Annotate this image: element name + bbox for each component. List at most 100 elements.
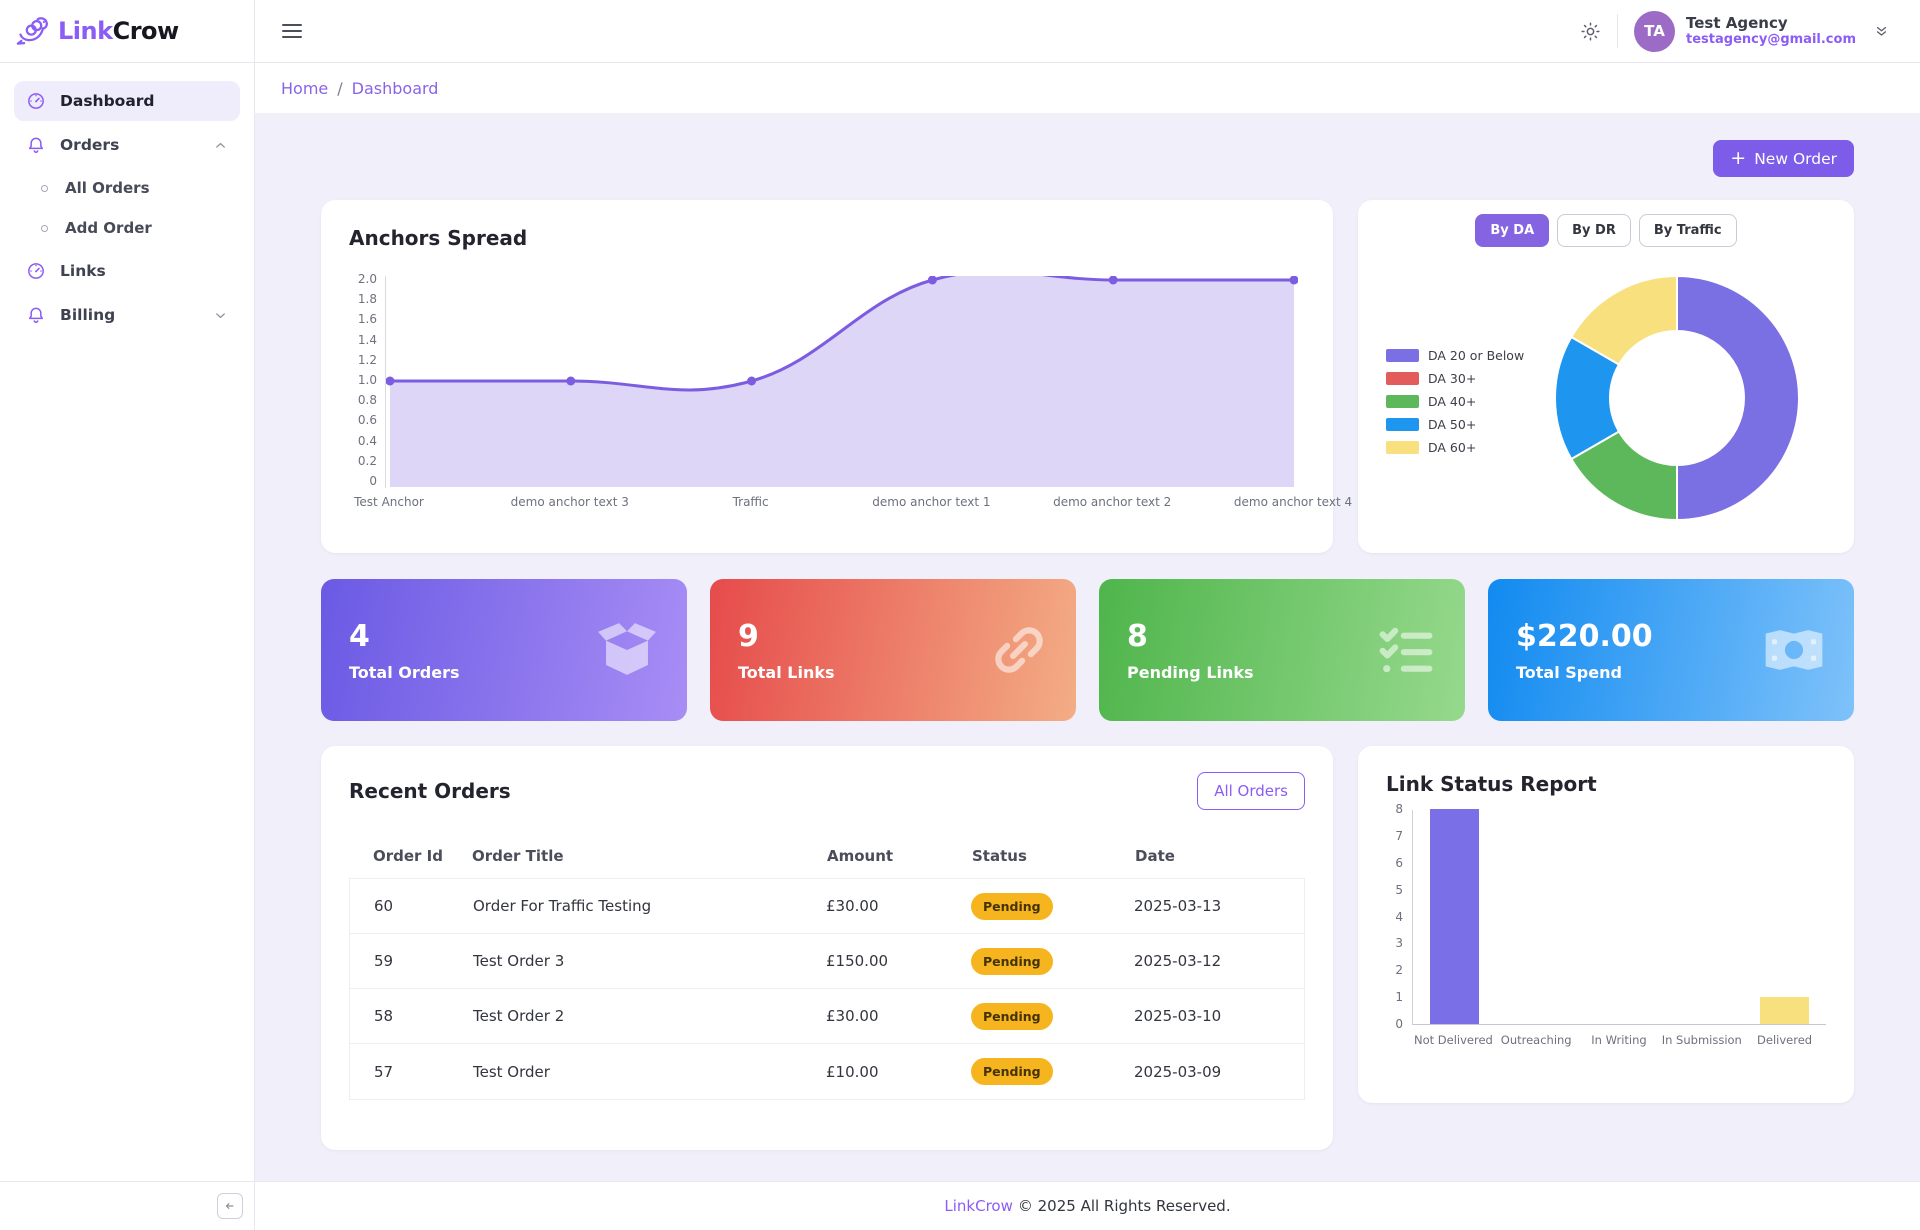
sidebar-item-label: Billing <box>60 306 116 324</box>
anchors-spread-card: Anchors Spread 2.0 1.8 1.6 1.4 1.2 1.0 0.8 0.6 0… <box>321 200 1353 553</box>
table-header-row: Order Id Order Title Amount Status Date <box>373 847 1175 865</box>
hamburger-menu-icon[interactable] <box>282 24 302 38</box>
legend-item[interactable]: DA 30+ <box>1386 371 1524 386</box>
main: TA Test Agency testagency@gmail.com Home… <box>255 0 1920 1230</box>
status-badge: Pending <box>971 1058 1053 1085</box>
stat-label: Total Orders <box>349 662 460 682</box>
sidebar-item-add-order[interactable]: Add Order <box>14 209 240 247</box>
legend-item[interactable]: DA 20 or Below <box>1386 348 1524 363</box>
legend-item[interactable]: DA 50+ <box>1386 417 1524 432</box>
chevron-up-icon <box>213 138 228 153</box>
status-badge: Pending <box>971 947 1053 975</box>
table-row: 58 Test Order 2 £30.00 Pending 2025-03-1… <box>350 989 1304 1044</box>
area-chart-x-axis: Test Anchor demo anchor text 3 Traffic demo… <box>354 495 1353 509</box>
content: + New Order Anchors Spread 2.0 1.8 1.6 1.4 1… <box>255 113 1920 1181</box>
tab-by-da[interactable]: By DA <box>1475 214 1550 247</box>
stat-value: $220.00 <box>1516 618 1653 654</box>
table-row: 60 Order For Traffic Testing £30.00 Pend… <box>350 879 1304 934</box>
breadcrumb: Home / Dashboard <box>255 63 1920 113</box>
link-icon <box>988 619 1050 681</box>
da-distribution-card: By DA By DR By Traffic DA 20 or Below DA… <box>1358 200 1854 553</box>
box-icon <box>593 616 661 684</box>
tab-by-dr[interactable]: By DR <box>1557 214 1631 247</box>
donut-legend: DA 20 or Below DA 30+ DA 40+ DA 50+ DA 6… <box>1386 348 1524 455</box>
collapse-arrow-icon <box>223 1199 237 1213</box>
crow-logo-icon <box>16 13 52 49</box>
sidebar-subitem-label: All Orders <box>65 179 150 197</box>
stat-card-pending-links: 8 Pending Links <box>1099 579 1465 721</box>
theme-toggle-button[interactable] <box>1580 21 1601 42</box>
sidebar-collapse-button[interactable] <box>217 1193 243 1219</box>
bell-icon <box>26 305 46 325</box>
link-status-report-title: Link Status Report <box>1386 772 1597 796</box>
circle-bullet-icon <box>41 224 48 232</box>
stat-label: Total Links <box>738 662 835 682</box>
user-name: Test Agency <box>1686 13 1788 32</box>
breadcrumb-separator: / <box>337 78 343 98</box>
table-row: 57 Test Order £10.00 Pending 2025-03-09 <box>350 1044 1304 1099</box>
logo-text: LinkCrow <box>58 17 179 45</box>
footer-brand-link[interactable]: LinkCrow <box>944 1197 1013 1215</box>
bar-chart-plot <box>1412 809 1826 1025</box>
logo[interactable]: LinkCrow <box>0 0 254 63</box>
stat-value: 8 <box>1127 618 1148 654</box>
stat-card-total-links: 9 Total Links <box>710 579 1076 721</box>
gauge-icon <box>26 261 46 281</box>
recent-orders-table: Order Id Order Title Amount Status Date … <box>349 834 1305 1100</box>
user-menu[interactable]: TA Test Agency testagency@gmail.com <box>1634 10 1890 52</box>
sidebar-subitem-label: Add Order <box>65 219 152 237</box>
sidebar-item-all-orders[interactable]: All Orders <box>14 169 240 207</box>
area-chart-y-axis: 2.0 1.8 1.6 1.4 1.2 1.0 0.8 0.6 0.4 0.2 0 <box>357 272 377 488</box>
all-orders-button[interactable]: All Orders <box>1197 772 1305 810</box>
sidebar-nav: Dashboard Orders All Orders Add Order <box>0 63 254 1181</box>
breadcrumb-current[interactable]: Dashboard <box>351 78 439 98</box>
bar-chart-x-axis: Not Delivered Outreaching In Writing In Sub… <box>1413 1033 1813 1047</box>
chevron-down-icon <box>213 308 228 323</box>
double-chevron-down-icon <box>1873 23 1890 40</box>
legend-swatch <box>1386 372 1419 385</box>
sidebar-item-billing[interactable]: Billing <box>14 295 240 335</box>
user-email: testagency@gmail.com <box>1686 32 1856 48</box>
stat-card-total-spend: $220.00 Total Spend <box>1488 579 1854 721</box>
sidebar-item-dashboard[interactable]: Dashboard <box>14 81 240 121</box>
sidebar-item-label: Links <box>60 262 106 280</box>
recent-orders-card: Recent Orders All Orders Order Id Order … <box>321 746 1333 1150</box>
sidebar-item-orders[interactable]: Orders <box>14 125 240 165</box>
breadcrumb-home-link[interactable]: Home <box>281 78 329 98</box>
new-order-button[interactable]: + New Order <box>1713 140 1854 177</box>
tab-by-traffic[interactable]: By Traffic <box>1638 214 1737 247</box>
status-badge: Pending <box>971 892 1053 920</box>
legend-swatch <box>1386 418 1419 431</box>
stat-value: 4 <box>349 618 370 654</box>
banknote-icon <box>1760 616 1828 684</box>
sidebar-item-label: Orders <box>60 136 120 154</box>
sidebar-footer <box>0 1181 254 1230</box>
anchors-spread-title: Anchors Spread <box>349 226 528 250</box>
stat-card-total-orders: 4 Total Orders <box>321 579 687 721</box>
area-chart-plot <box>385 269 1299 488</box>
stat-value: 9 <box>738 618 759 654</box>
divider <box>1617 14 1619 48</box>
legend-swatch <box>1386 349 1419 362</box>
stat-label: Total Spend <box>1516 662 1622 682</box>
checklist-icon <box>1373 617 1439 683</box>
avatar: TA <box>1634 10 1676 52</box>
footer: LinkCrow © 2025 All Rights Reserved. <box>255 1181 1920 1230</box>
sidebar: LinkCrow Dashboard Orders All Or <box>0 0 255 1230</box>
topbar-right: TA Test Agency testagency@gmail.com <box>1580 10 1890 52</box>
circle-bullet-icon <box>41 184 48 192</box>
sidebar-item-links[interactable]: Links <box>14 251 240 291</box>
legend-swatch <box>1386 395 1419 408</box>
table-body: 60 Order For Traffic Testing £30.00 Pend… <box>349 878 1305 1100</box>
footer-text: © 2025 All Rights Reserved. <box>1017 1197 1231 1215</box>
sidebar-item-label: Dashboard <box>60 92 155 110</box>
sun-icon <box>1580 21 1601 42</box>
legend-item[interactable]: DA 60+ <box>1386 440 1524 455</box>
topbar: TA Test Agency testagency@gmail.com <box>255 0 1920 63</box>
recent-orders-title: Recent Orders <box>349 779 511 803</box>
stat-label: Pending Links <box>1127 662 1254 682</box>
legend-item[interactable]: DA 40+ <box>1386 394 1524 409</box>
